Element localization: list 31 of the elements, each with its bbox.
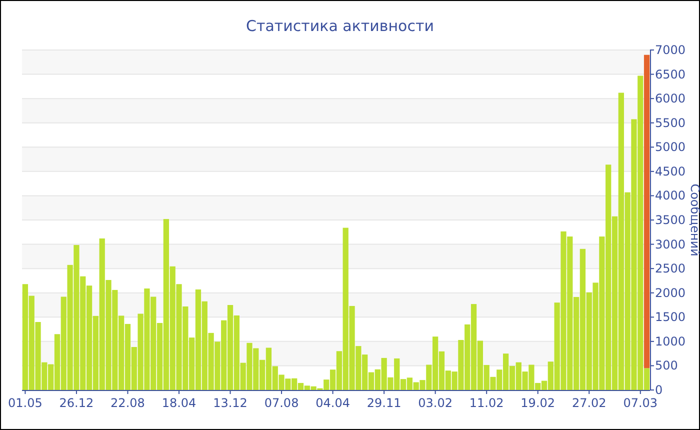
x-tick-label: 03.02 [418,396,453,410]
y-tick-label: 2500 [655,262,686,276]
x-tick-label: 07.03 [623,396,658,410]
y-tick-label: 0 [655,383,663,397]
y-tick-label: 2000 [655,286,686,300]
y-tick-label: 500 [655,358,678,373]
y-tick-label: 7000 [655,43,686,57]
y-tick-label: 1000 [655,334,686,348]
x-tick-label: 22.08 [110,396,145,410]
y-tick-label: 4500 [655,164,686,178]
y-tick-label: 1500 [655,310,686,324]
x-tick-label: 11.02 [469,396,504,410]
x-tick-label: 29.11 [366,396,402,410]
y-tick-label: 3500 [655,213,686,227]
x-tick-label: 18.04 [162,396,196,410]
x-tick-label: 19.02 [520,396,556,410]
x-tick-label: 26.12 [59,396,94,410]
x-tick-label: 07.08 [264,396,299,410]
y-tick-label: 5500 [655,116,686,130]
chart-title: Статистика активности [246,17,434,35]
y-tick-label: 4000 [655,188,686,203]
y-tick-label: 3000 [655,237,686,252]
bar [644,54,650,368]
x-tick-label: 01.05 [8,396,42,410]
y-tick-label: 6000 [655,92,686,106]
x-tick-label: 27.02 [572,396,606,410]
y-axis-title: Сообщений [688,184,700,256]
x-tick-label: 13.12 [213,396,248,410]
y-tick-label: 6500 [655,67,686,82]
x-tick-label: 04.04 [316,396,350,410]
y-tick-label: 5000 [655,140,686,154]
